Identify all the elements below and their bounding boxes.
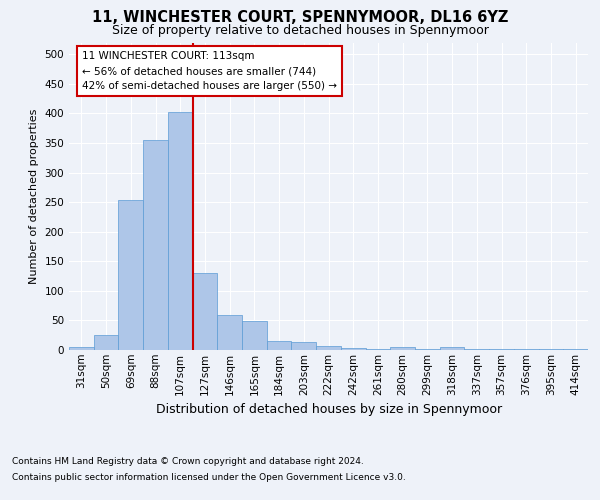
Bar: [415, 349, 440, 350]
Bar: [292, 342, 316, 350]
Bar: [440, 347, 464, 350]
Text: 11 WINCHESTER COURT: 113sqm
← 56% of detached houses are smaller (744)
42% of se: 11 WINCHESTER COURT: 113sqm ← 56% of det…: [82, 52, 337, 91]
Bar: [365, 349, 390, 350]
Text: Distribution of detached houses by size in Spennymoor: Distribution of detached houses by size …: [156, 402, 502, 415]
Bar: [69, 347, 94, 350]
Bar: [193, 273, 217, 350]
Bar: [242, 321, 267, 350]
Bar: [168, 112, 193, 350]
Bar: [217, 314, 242, 350]
Text: Contains public sector information licensed under the Open Government Licence v3: Contains public sector information licen…: [12, 472, 406, 482]
Bar: [390, 347, 415, 350]
Text: 11, WINCHESTER COURT, SPENNYMOOR, DL16 6YZ: 11, WINCHESTER COURT, SPENNYMOOR, DL16 6…: [92, 10, 508, 25]
Bar: [267, 341, 292, 350]
Bar: [563, 349, 588, 350]
Bar: [118, 200, 143, 350]
Bar: [143, 140, 168, 350]
Text: Contains HM Land Registry data © Crown copyright and database right 2024.: Contains HM Land Registry data © Crown c…: [12, 458, 364, 466]
Y-axis label: Number of detached properties: Number of detached properties: [29, 108, 39, 284]
Text: Size of property relative to detached houses in Spennymoor: Size of property relative to detached ho…: [112, 24, 488, 37]
Bar: [316, 346, 341, 350]
Bar: [489, 349, 514, 350]
Bar: [94, 335, 118, 350]
Bar: [464, 349, 489, 350]
Bar: [341, 348, 365, 350]
